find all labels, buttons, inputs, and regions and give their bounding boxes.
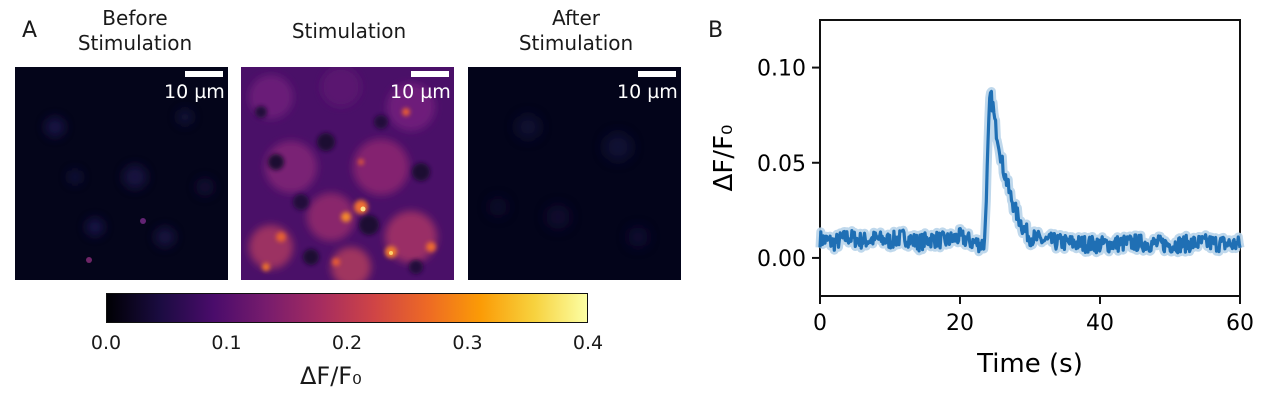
scalebar-label-stimulation: 10 µm [390,81,451,103]
stimulation-title-text: Stimulation [291,19,407,43]
chart-axes [819,19,1241,297]
scalebar-after [638,71,676,77]
y-axis-label: ΔF/F₀ [709,125,739,192]
time-course-chart: 0 20 40 60 0.00 0.05 0.10 Time (s) ΔF/F₀ [709,19,1254,379]
micrograph-after-image [468,67,681,280]
stimulation-title: Stimulation [249,19,449,44]
plot-frame [819,19,1241,297]
mean-trace [818,89,1242,255]
panel-a-letter: A [22,18,38,43]
x-tick-label: 40 [1086,311,1114,336]
sem-band [815,87,1245,258]
scalebar-label-after: 10 µm [617,81,678,103]
y-tick-label: 0.10 [757,57,806,82]
panel-b-letter: B [708,18,724,43]
colorbar [106,293,588,323]
x-tick-label: 20 [946,311,974,336]
x-tick-label: 60 [1226,311,1254,336]
micrograph-before [15,67,228,280]
micrograph-after [468,67,681,280]
colorbar-tick-label: 0.0 [90,332,122,354]
scalebar-label-before: 10 µm [164,81,225,103]
x-axis-label: Time (s) [976,349,1083,379]
scalebar-stimulation [411,71,449,77]
colorbar-tick-label: 0.1 [211,332,242,354]
y-tick-label: 0.05 [757,152,806,177]
y-tick-label: 0.00 [757,247,806,272]
micrograph-before-image [15,67,228,280]
x-tick-label: 0 [813,311,827,336]
micrograph-stimulation [241,67,454,280]
after-stimulation-title: After Stimulation [476,6,676,56]
chart-ticks: 0 20 40 60 0.00 0.05 0.10 [757,57,1254,336]
after-title-text: After Stimulation [518,6,634,55]
colorbar-label: ΔF/F₀ [300,362,362,390]
before-title-text: Before Stimulation [77,6,193,55]
colorbar-tick-label: 0.4 [572,332,604,354]
before-stimulation-title: Before Stimulation [35,6,235,56]
colorbar-tick-label: 0.2 [331,332,363,354]
scalebar-before [185,71,223,77]
colorbar-tick-label: 0.3 [452,332,483,354]
micrograph-stimulation-image [241,67,454,280]
